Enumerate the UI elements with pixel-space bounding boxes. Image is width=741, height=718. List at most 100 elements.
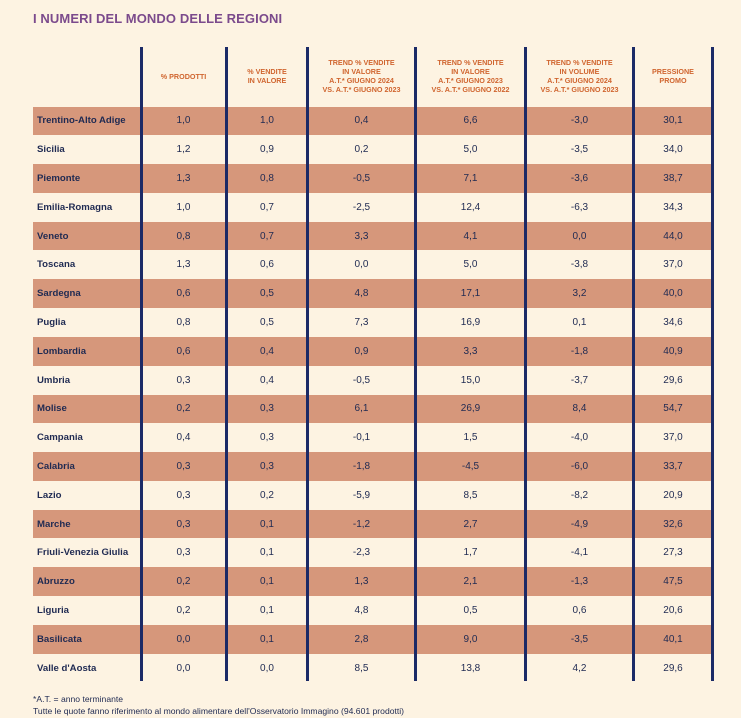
value-cell: 30,1 [663, 115, 683, 127]
table-row: Piemonte 1,3 0,8 -0,5 7,1 -3,6 38,7 [33, 164, 713, 193]
value-cell: 0,4 [260, 345, 274, 357]
table-row: Veneto 0,8 0,7 3,3 4,1 0,0 44,0 [33, 221, 713, 251]
value-cell: 9,0 [463, 633, 478, 645]
value-cell: 0,3 [260, 460, 274, 472]
value-cell: 4,2 [572, 662, 587, 674]
value-cell: 3,3 [354, 230, 369, 242]
region-name: Lazio [37, 489, 62, 501]
value-cell: 0,4 [354, 115, 369, 127]
value-cell: -3,6 [570, 172, 589, 184]
value-cell: 1,0 [176, 201, 191, 213]
value-cell: 0,6 [176, 288, 191, 300]
column-divider [632, 47, 635, 681]
value-cell: -0,5 [352, 172, 371, 184]
value-cell: 44,0 [663, 230, 683, 242]
value-cell: -4,1 [570, 547, 589, 559]
column-header-line: VS. A.T.* GIUGNO 2022 [431, 85, 510, 94]
value-cell: 1,2 [176, 144, 191, 156]
value-cell: 0,3 [176, 460, 191, 472]
value-cell: 7,3 [354, 316, 369, 328]
region-name: Emilia-Romagna [37, 201, 113, 213]
value-cell: 0,1 [260, 633, 274, 645]
table-row: Lazio 0,3 0,2 -5,9 8,5 -8,2 20,9 [33, 481, 713, 510]
value-cell: 13,8 [460, 662, 481, 674]
footnote-line: Tutte le quote fanno riferimento al mond… [33, 706, 405, 716]
value-cell: 0,3 [176, 374, 191, 386]
column-header-line: % VENDITE [247, 67, 287, 76]
table-row: Liguria 0,2 0,1 4,8 0,5 0,6 20,6 [33, 596, 713, 625]
value-cell: -3,5 [570, 144, 589, 156]
value-cell: -6,3 [570, 201, 589, 213]
value-cell: -4,0 [570, 432, 589, 444]
value-cell: 0,5 [463, 604, 478, 616]
region-name: Valle d'Aosta [37, 662, 97, 674]
region-name: Trentino-Alto Adige [37, 115, 126, 127]
region-name: Marche [37, 518, 71, 530]
column-header: TREND % VENDITE IN VALORE A.T.* GIUGNO 202… [417, 53, 524, 99]
table-row: Puglia 0,8 0,5 7,3 16,9 0,1 34,6 [33, 308, 713, 337]
column-header-line: VS. A.T.* GIUGNO 2023 [322, 85, 401, 94]
value-cell: 7,1 [463, 172, 478, 184]
value-cell: 37,0 [663, 432, 683, 444]
column-header-line: PROMO [659, 76, 687, 85]
value-cell: 34,3 [663, 201, 683, 213]
value-cell: 6,6 [463, 115, 478, 127]
value-cell: 16,9 [460, 316, 481, 328]
value-cell: 2,8 [354, 633, 369, 645]
value-cell: -3,0 [570, 115, 589, 127]
value-cell: -1,2 [352, 518, 371, 530]
column-header-line: A.T.* GIUGNO 2024 [329, 76, 394, 85]
value-cell: 3,3 [463, 345, 478, 357]
column-header-line: IN VALORE [342, 67, 381, 76]
value-cell: 40,1 [663, 633, 683, 645]
value-cell: 1,3 [176, 259, 191, 271]
column-divider [306, 47, 309, 681]
value-cell: 0,2 [354, 144, 369, 156]
value-cell: -0,1 [352, 432, 371, 444]
value-cell: -3,7 [570, 374, 589, 386]
value-cell: 0,0 [260, 662, 274, 674]
value-cell: 1,3 [354, 576, 369, 588]
region-name: Abruzzo [37, 576, 75, 588]
column-header-line: A.T.* GIUGNO 2024 [547, 76, 612, 85]
table-row: Umbria 0,3 0,4 -0,5 15,0 -3,7 29,6 [33, 366, 713, 395]
table-row: Campania 0,4 0,3 -0,1 1,5 -4,0 37,0 [33, 423, 713, 452]
column-header-line: VS. A.T.* GIUGNO 2023 [540, 85, 619, 94]
value-cell: 0,5 [260, 316, 274, 328]
value-cell: 0,3 [260, 403, 274, 415]
value-cell: -1,3 [570, 576, 589, 588]
value-cell: 0,1 [260, 576, 274, 588]
value-cell: 0,3 [176, 489, 191, 501]
table-row: Calabria 0,3 0,3 -1,8 -4,5 -6,0 33,7 [33, 452, 713, 481]
value-cell: -2,5 [352, 201, 371, 213]
value-cell: 0,8 [260, 172, 274, 184]
region-name: Puglia [37, 316, 66, 328]
value-cell: 1,3 [176, 172, 191, 184]
value-cell: 54,7 [663, 403, 683, 415]
column-divider [225, 47, 228, 681]
value-cell: -0,5 [352, 374, 371, 386]
table-row: Emilia-Romagna 1,0 0,7 -2,5 12,4 -6,3 34,3 [33, 193, 713, 222]
table-row: Marche 0,3 0,1 -1,2 2,7 -4,9 32,6 [33, 509, 713, 539]
value-cell: 20,6 [663, 604, 683, 616]
page-title: I NUMERI DEL MONDO DELLE REGIONI [33, 11, 283, 26]
value-cell: 4,8 [354, 288, 369, 300]
value-cell: 0,9 [354, 345, 369, 357]
value-cell: -1,8 [352, 460, 371, 472]
value-cell: 1,7 [463, 547, 478, 559]
column-header: % PRODOTTI [142, 53, 225, 99]
value-cell: 2,1 [463, 576, 478, 588]
value-cell: 0,0 [176, 633, 191, 645]
region-name: Campania [37, 432, 83, 444]
value-cell: 0,1 [260, 547, 274, 559]
value-cell: 26,9 [460, 403, 481, 415]
column-header-line: TREND % VENDITE [546, 58, 613, 67]
value-cell: 8,5 [354, 662, 369, 674]
column-header-line: A.T.* GIUGNO 2023 [438, 76, 503, 85]
value-cell: 8,4 [572, 403, 587, 415]
value-cell: 4,1 [463, 230, 478, 242]
footnote-line: *A.T. = anno terminante [33, 694, 124, 704]
value-cell: 0,7 [260, 230, 274, 242]
region-name: Sardegna [37, 288, 81, 300]
table-row: Basilicata 0,0 0,1 2,8 9,0 -3,5 40,1 [33, 624, 713, 654]
